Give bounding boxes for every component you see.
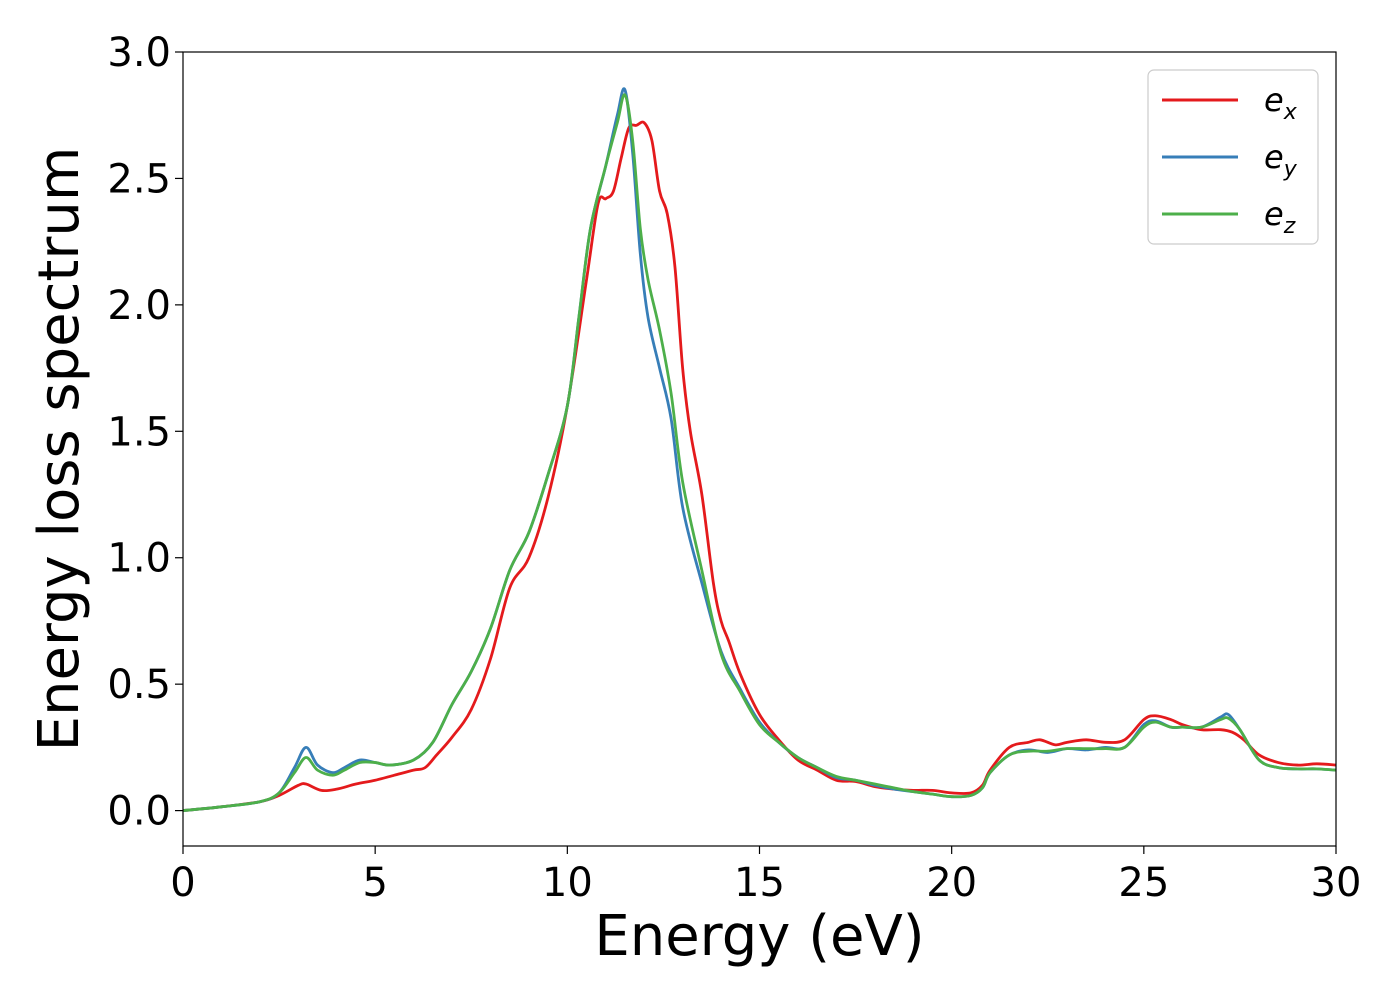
series-line-z [183, 93, 1336, 812]
x-tick-label: 0 [170, 860, 195, 906]
y-axis-ticks: 0.0 0.5 1.0 1.5 2.0 2.5 3.0 [107, 30, 183, 835]
y-tick-label: 1.0 [107, 536, 171, 582]
x-tick-label: 15 [734, 860, 785, 906]
x-tick-label: 20 [926, 860, 977, 906]
legend-label-z: ez [1264, 195, 1296, 239]
y-tick-label: 3.0 [107, 30, 171, 76]
y-tick-label: 1.5 [107, 409, 171, 455]
y-axis-title: Energy loss spectrum [27, 147, 92, 752]
x-tick-label: 10 [542, 860, 593, 906]
series-line-x [183, 120, 1336, 812]
x-tick-label: 25 [1118, 860, 1169, 906]
y-tick-label: 2.0 [107, 283, 171, 329]
x-axis-ticks: 0 5 10 15 20 25 30 [170, 846, 1361, 906]
x-axis-title: Energy (eV) [594, 904, 924, 969]
series-layer [183, 87, 1336, 812]
y-tick-label: 0.5 [107, 662, 171, 708]
y-tick-label: 0.0 [107, 789, 171, 835]
x-tick-label: 5 [362, 860, 387, 906]
x-tick-label: 30 [1311, 860, 1362, 906]
y-tick-label: 2.5 [107, 156, 171, 202]
